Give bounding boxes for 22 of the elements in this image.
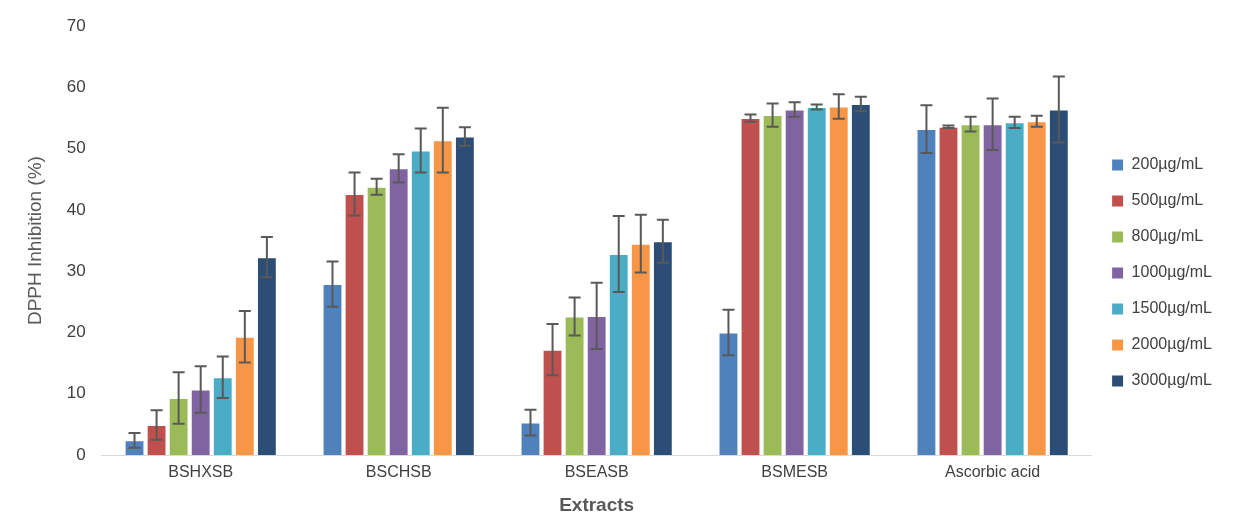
- y-tick-label: 60: [66, 77, 86, 97]
- x-tick-label: BSHXSB: [168, 463, 234, 481]
- x-tick-label: BSEASB: [564, 463, 629, 481]
- x-tick-label: BSCHSB: [365, 463, 432, 481]
- y-tick-label: 70: [66, 15, 86, 35]
- legend-label: 800µg/mL: [1131, 227, 1204, 245]
- y-tick-label: 30: [66, 260, 86, 280]
- y-tick-label: 50: [66, 138, 86, 158]
- legend-label: 1500µg/mL: [1131, 299, 1213, 317]
- y-tick-label: 10: [66, 383, 86, 403]
- legend-label: 200µg/mL: [1131, 155, 1204, 173]
- x-axis-title: Extracts: [559, 493, 635, 515]
- x-tick-label: Ascorbic acid: [945, 463, 1041, 481]
- legend-label: 1000µg/mL: [1131, 263, 1213, 281]
- y-axis-title: DPPH Inhibition (%): [23, 156, 45, 326]
- legend-label: 3000µg/mL: [1131, 371, 1213, 389]
- y-tick-label: 0: [76, 444, 86, 464]
- x-tick-label: BSMESB: [761, 463, 828, 481]
- y-tick-label: 20: [66, 322, 86, 342]
- y-tick-label: 40: [66, 199, 86, 219]
- legend-label: 500µg/mL: [1131, 191, 1204, 209]
- legend-label: 2000µg/mL: [1131, 335, 1213, 353]
